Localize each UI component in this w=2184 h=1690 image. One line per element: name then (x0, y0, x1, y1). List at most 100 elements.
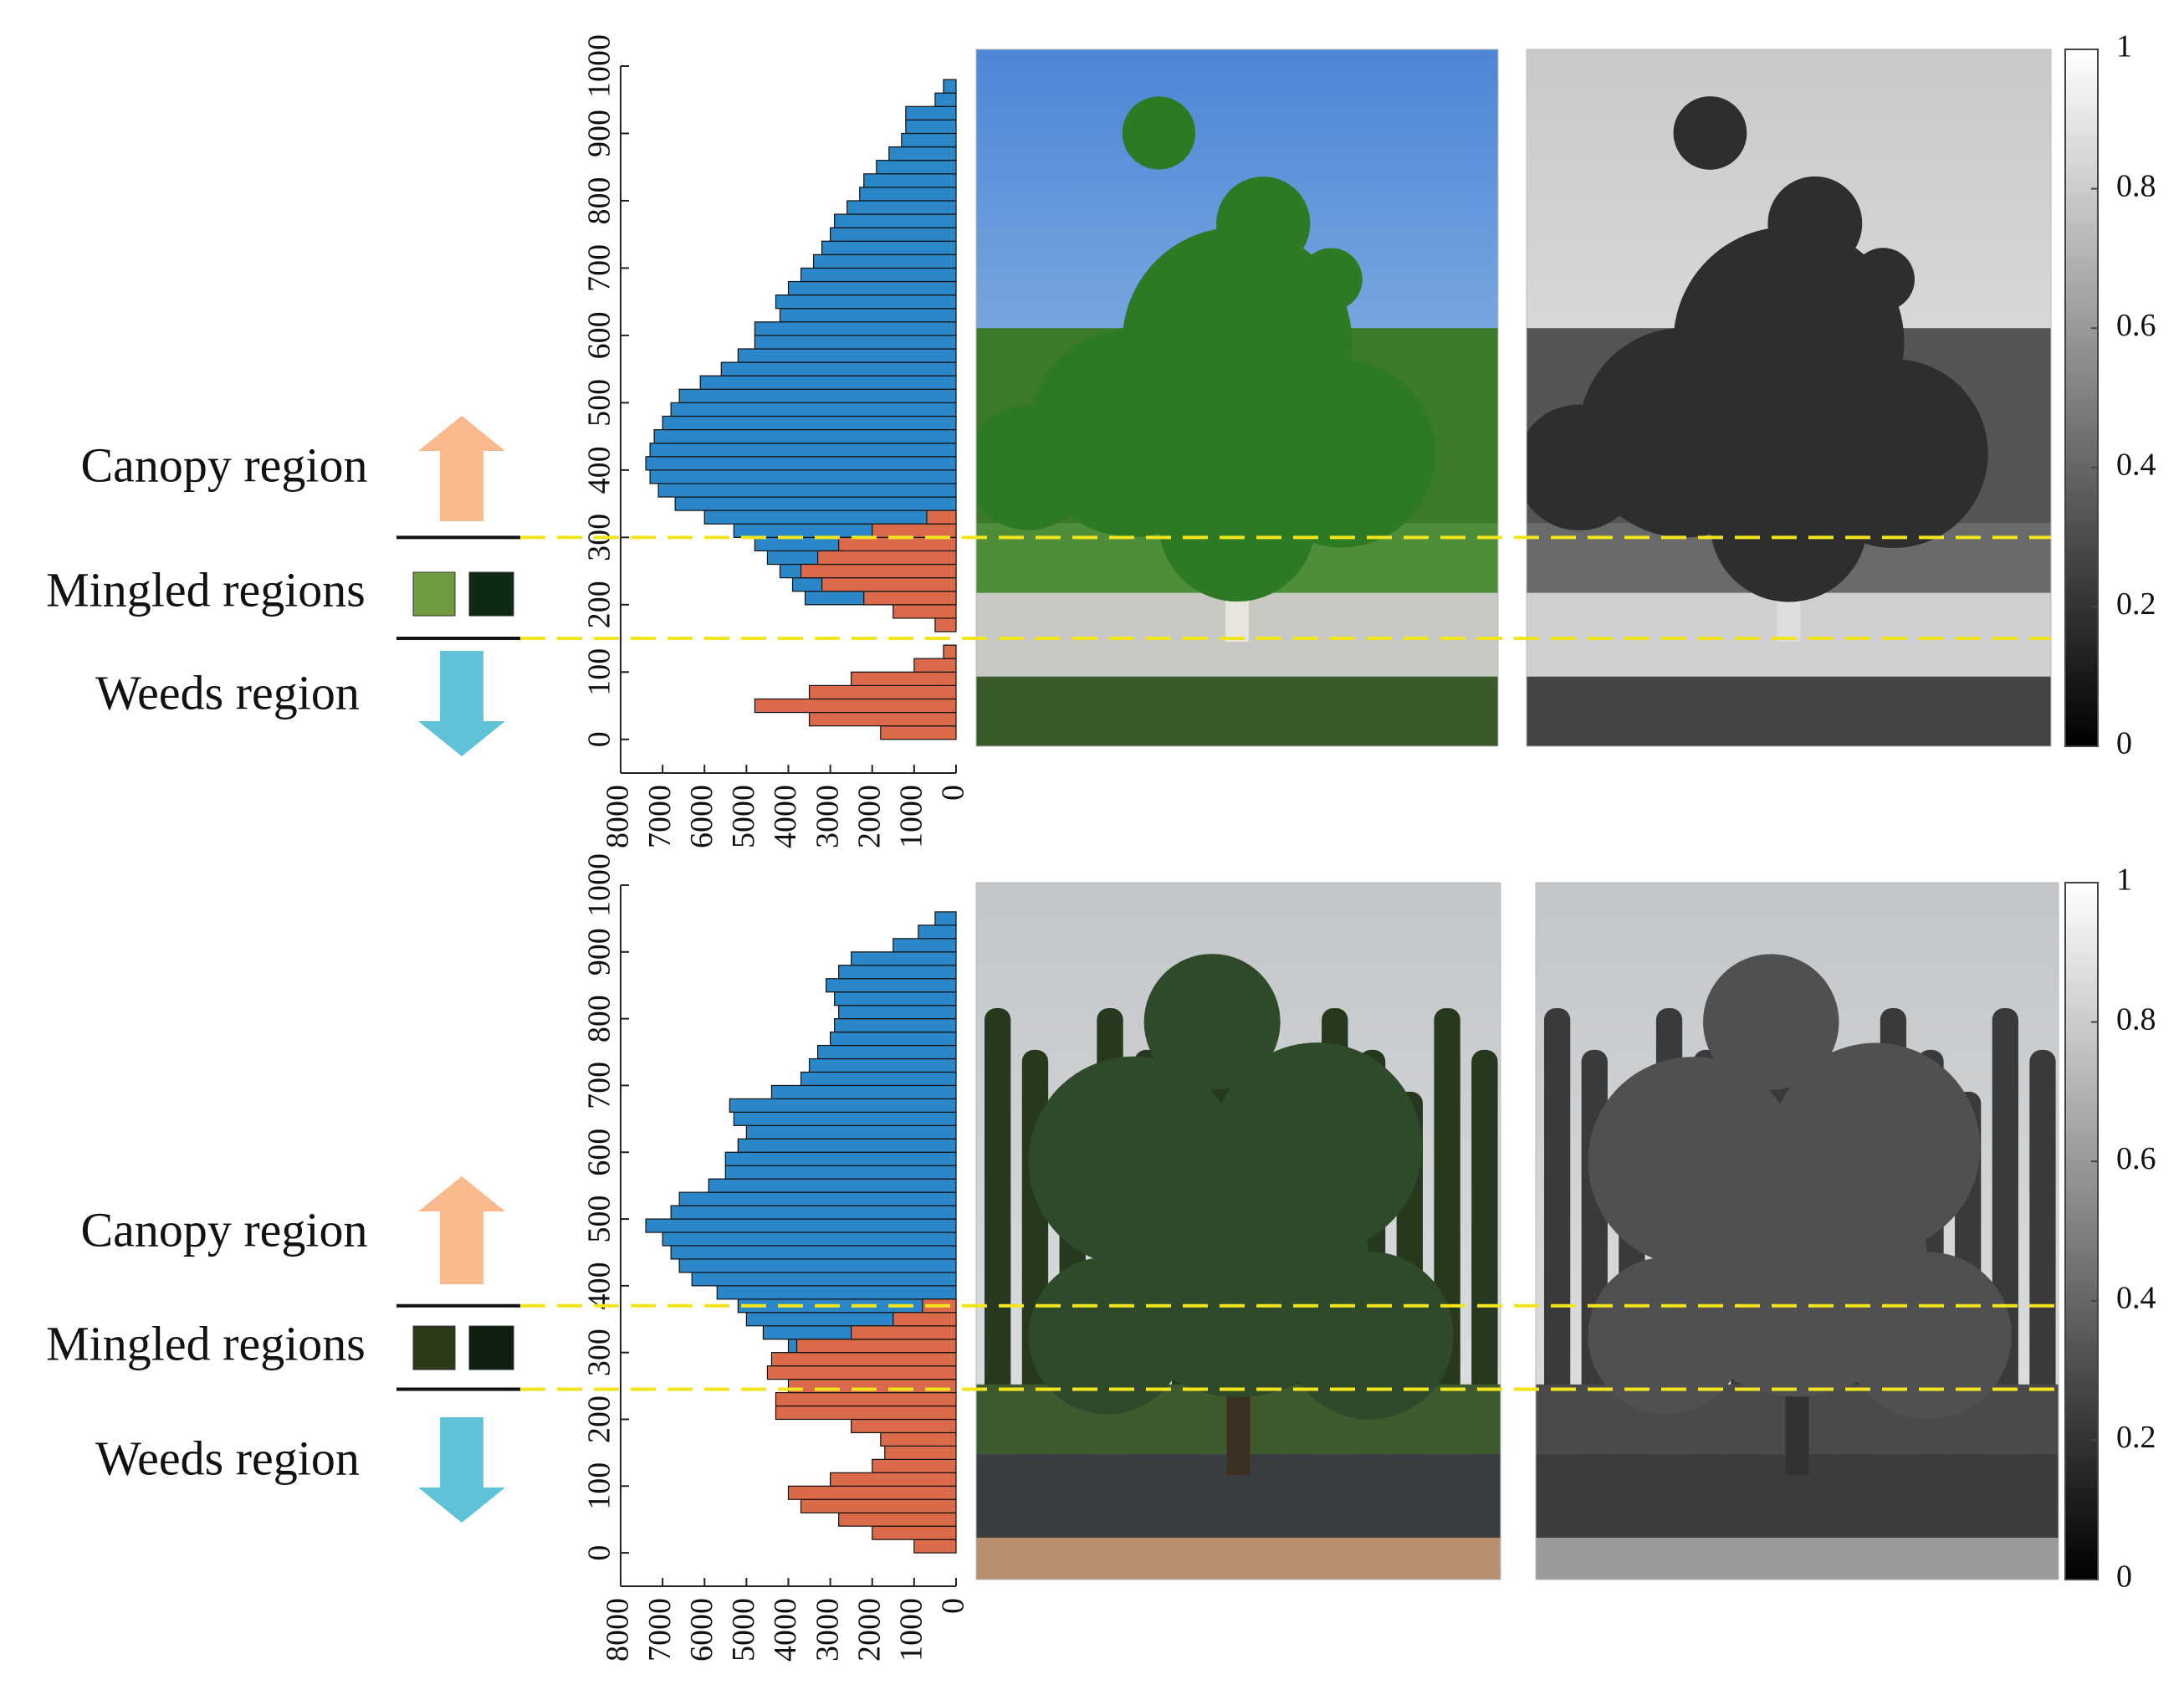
histogram-bar (716, 1285, 957, 1300)
y-tick-label: 200 (582, 1396, 617, 1443)
y-tick-label: 300 (582, 1329, 617, 1376)
y-tick-label: 200 (582, 581, 617, 628)
soil (976, 676, 1498, 746)
histogram-bar (691, 1272, 957, 1287)
x-tick-label: 0 (936, 785, 971, 801)
x-tick-label: 4000 (768, 1598, 803, 1662)
y-tick-label: 400 (582, 446, 617, 494)
histogram-bar (775, 1391, 957, 1407)
y-tick-label: 500 (582, 1196, 617, 1243)
histogram-bar (943, 79, 957, 94)
histogram-bar (934, 911, 957, 926)
histogram-bar (884, 1445, 957, 1460)
y-tick-label: 600 (582, 1129, 617, 1176)
photo-content (976, 883, 1501, 1580)
x-tick-label: 2000 (852, 785, 887, 848)
weeds-arrow (418, 651, 505, 756)
histogram-bar (670, 402, 957, 417)
histogram-bar (934, 617, 957, 632)
histogram-bar (808, 711, 957, 727)
histogram-bar (943, 644, 957, 659)
canopy-foliage (1673, 96, 1747, 170)
canopy-arrow (418, 416, 505, 521)
y-tick-label: 400 (582, 1262, 617, 1309)
histogram-bar (754, 335, 957, 350)
histogram-bar (905, 105, 957, 120)
y-tick-label: 900 (582, 110, 617, 157)
y-tick-label: 700 (582, 1062, 617, 1109)
histogram-bar (821, 577, 957, 592)
histogram-bar (830, 1472, 957, 1487)
histogram-bar (830, 1031, 957, 1047)
histogram-bar (851, 951, 957, 966)
histogram-bar (838, 1005, 957, 1020)
histogram-bar (737, 348, 957, 363)
photo-content (1527, 49, 2051, 746)
histogram-bar (863, 591, 957, 606)
histogram-bar (657, 483, 957, 498)
histogram-bar (812, 254, 957, 269)
histogram-bar (779, 308, 957, 323)
y-tick-label: 1000 (582, 34, 617, 98)
soil (1536, 1538, 2059, 1580)
x-tick-label: 1000 (894, 1598, 929, 1662)
colorbar-tick-label: 0.6 (2116, 1141, 2156, 1176)
photo (1526, 49, 2052, 747)
histogram-bar (770, 1084, 957, 1099)
photo-content (976, 49, 1498, 746)
photo-frame (1526, 49, 2052, 747)
y-tick-label: 600 (582, 311, 617, 359)
histogram-bar (834, 213, 957, 228)
y-tick-label: 1000 (582, 853, 617, 917)
histogram-bar (770, 1352, 957, 1367)
canopy-foliage (1703, 954, 1839, 1090)
y-tick-label: 500 (582, 379, 617, 427)
histogram-bar (795, 1339, 957, 1354)
photo-frame (1535, 882, 2059, 1580)
histogram-bar (678, 388, 957, 403)
histogram-bar (754, 698, 957, 714)
histogram-bar (737, 1138, 957, 1153)
canopy-foliage (1844, 1252, 2012, 1420)
x-tick-label: 7000 (642, 785, 678, 848)
histogram-bar (808, 684, 957, 700)
canopy-label: Canopy region (80, 438, 367, 492)
y-tick-label: 100 (582, 648, 617, 696)
histogram-bar (851, 1418, 957, 1434)
histogram-bar (800, 563, 957, 579)
colorbar-tick-label: 0.8 (2116, 1001, 2156, 1037)
histogram-bar (872, 523, 957, 538)
histogram-bar (838, 536, 957, 552)
background-tree (1544, 1007, 1571, 1426)
canopy-foliage (1285, 1252, 1454, 1420)
canopy-foliage (1527, 404, 1642, 531)
histogram-bar (808, 1058, 957, 1073)
canopy-arrow (418, 1176, 505, 1284)
histogram-bar (880, 725, 957, 740)
x-tick-label: 6000 (684, 785, 719, 848)
colorbar-tick-label: 0.4 (2116, 448, 2156, 483)
histogram-bar (872, 1525, 957, 1540)
y-tick-label: 0 (582, 1545, 617, 1561)
x-tick-label: 2000 (852, 1598, 887, 1662)
x-tick-label: 3000 (810, 785, 845, 848)
histogram-bar (678, 1191, 957, 1206)
histogram-bar (645, 1218, 957, 1233)
histogram-bar (830, 227, 957, 242)
x-tick-label: 8000 (601, 785, 636, 848)
histogram-bar (834, 991, 957, 1006)
x-tick-label: 6000 (684, 1598, 719, 1662)
histogram-bar (754, 321, 957, 336)
soil (976, 1538, 1501, 1580)
histogram-bar (775, 294, 957, 310)
histogram-bar (934, 92, 957, 107)
colorbar-tick-label: 0.4 (2116, 1281, 2156, 1316)
photo-frame (975, 882, 1501, 1580)
histogram-bar (670, 1205, 957, 1220)
canopy-foliage (1143, 954, 1281, 1091)
histogram-bar (926, 510, 957, 525)
histogram-bar (893, 938, 957, 953)
histogram-bar (905, 119, 957, 135)
histogram-bar (649, 469, 957, 484)
canopy-foliage (1710, 444, 1868, 602)
